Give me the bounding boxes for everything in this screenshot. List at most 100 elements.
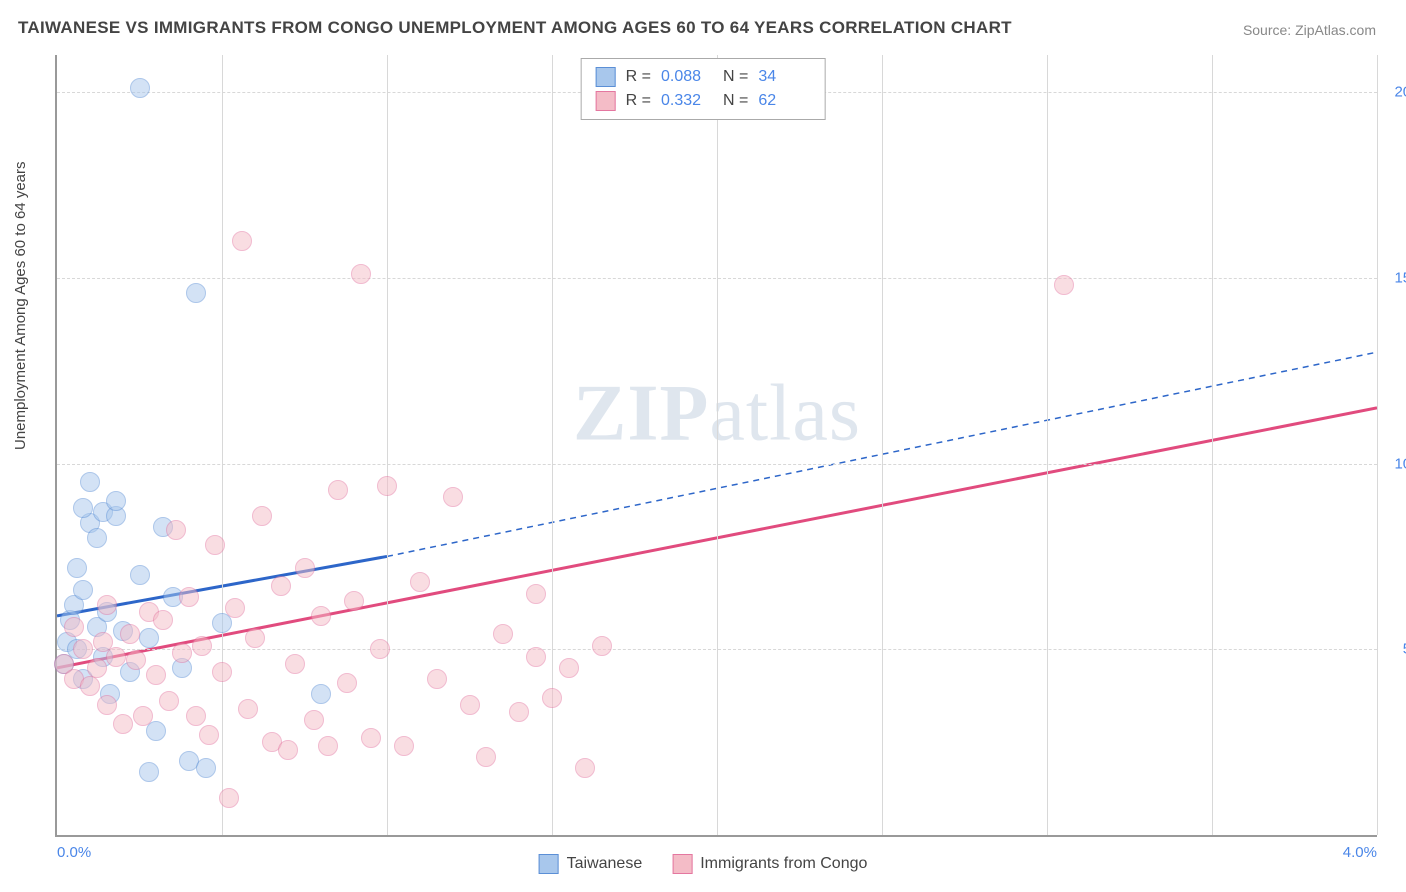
scatter-point: [67, 558, 87, 578]
series-legend-item: Immigrants from Congo: [672, 854, 867, 874]
scatter-point: [186, 283, 206, 303]
scatter-point: [377, 476, 397, 496]
n-label: N =: [723, 89, 748, 113]
series-legend: Taiwanese Immigrants from Congo: [539, 854, 868, 874]
scatter-point: [410, 572, 430, 592]
scatter-point: [73, 498, 93, 518]
scatter-point: [592, 636, 612, 656]
scatter-point: [427, 669, 447, 689]
scatter-point: [370, 639, 390, 659]
scatter-point: [133, 706, 153, 726]
scatter-point: [476, 747, 496, 767]
scatter-point: [575, 758, 595, 778]
scatter-point: [318, 736, 338, 756]
scatter-point: [304, 710, 324, 730]
scatter-point: [113, 714, 133, 734]
scatter-point: [232, 231, 252, 251]
x-tick-label: 4.0%: [1343, 844, 1377, 861]
plot-area: ZIPatlas 5.0%10.0%15.0%20.0%0.0%4.0%: [55, 55, 1377, 837]
legend-label: Immigrants from Congo: [700, 855, 867, 873]
scatter-point: [130, 565, 150, 585]
scatter-point: [130, 78, 150, 98]
r-value: 0.088: [661, 65, 713, 89]
gridline-v: [717, 55, 718, 835]
gridline-v: [222, 55, 223, 835]
scatter-point: [311, 684, 331, 704]
scatter-point: [493, 624, 513, 644]
scatter-point: [252, 506, 272, 526]
scatter-point: [159, 691, 179, 711]
scatter-point: [186, 706, 206, 726]
y-tick-label: 10.0%: [1382, 455, 1406, 472]
y-tick-label: 5.0%: [1382, 641, 1406, 658]
chart-title: TAIWANESE VS IMMIGRANTS FROM CONGO UNEMP…: [18, 18, 1012, 38]
scatter-point: [80, 676, 100, 696]
legend-row: R =0.088N =34: [596, 65, 811, 89]
source-label: Source: ZipAtlas.com: [1243, 22, 1376, 38]
scatter-point: [337, 673, 357, 693]
scatter-point: [73, 580, 93, 600]
y-tick-label: 20.0%: [1382, 84, 1406, 101]
scatter-point: [73, 639, 93, 659]
scatter-point: [97, 695, 117, 715]
scatter-point: [285, 654, 305, 674]
y-tick-label: 15.0%: [1382, 269, 1406, 286]
y-axis-label: Unemployment Among Ages 60 to 64 years: [12, 161, 29, 450]
gridline-v: [1212, 55, 1213, 835]
scatter-point: [146, 665, 166, 685]
scatter-point: [166, 520, 186, 540]
scatter-point: [394, 736, 414, 756]
gridline-v: [882, 55, 883, 835]
scatter-point: [179, 587, 199, 607]
scatter-point: [526, 584, 546, 604]
scatter-point: [80, 472, 100, 492]
r-value: 0.332: [661, 89, 713, 113]
scatter-point: [443, 487, 463, 507]
scatter-point: [120, 624, 140, 644]
scatter-point: [1054, 275, 1074, 295]
gridline-v: [1377, 55, 1378, 835]
scatter-point: [192, 636, 212, 656]
legend-swatch: [672, 854, 692, 874]
scatter-point: [126, 650, 146, 670]
scatter-point: [196, 758, 216, 778]
scatter-point: [106, 491, 126, 511]
x-tick-label: 0.0%: [57, 844, 91, 861]
scatter-point: [146, 721, 166, 741]
scatter-point: [361, 728, 381, 748]
scatter-point: [87, 528, 107, 548]
legend-row: R =0.332N =62: [596, 89, 811, 113]
scatter-point: [295, 558, 315, 578]
legend-swatch: [539, 854, 559, 874]
scatter-point: [509, 702, 529, 722]
scatter-point: [64, 617, 84, 637]
scatter-point: [97, 595, 117, 615]
series-legend-item: Taiwanese: [539, 854, 643, 874]
scatter-point: [205, 535, 225, 555]
scatter-point: [351, 264, 371, 284]
scatter-point: [139, 628, 159, 648]
scatter-point: [526, 647, 546, 667]
legend-swatch: [596, 91, 616, 111]
gridline-v: [387, 55, 388, 835]
scatter-point: [199, 725, 219, 745]
r-label: R =: [626, 89, 651, 113]
chart-container: TAIWANESE VS IMMIGRANTS FROM CONGO UNEMP…: [0, 0, 1406, 892]
scatter-point: [153, 610, 173, 630]
scatter-point: [106, 647, 126, 667]
scatter-point: [460, 695, 480, 715]
r-label: R =: [626, 65, 651, 89]
scatter-point: [344, 591, 364, 611]
n-value: 34: [758, 65, 810, 89]
scatter-point: [238, 699, 258, 719]
gridline-v: [1047, 55, 1048, 835]
scatter-point: [559, 658, 579, 678]
scatter-point: [328, 480, 348, 500]
scatter-point: [278, 740, 298, 760]
scatter-point: [542, 688, 562, 708]
legend-label: Taiwanese: [567, 855, 643, 873]
scatter-point: [172, 643, 192, 663]
gridline-v: [552, 55, 553, 835]
legend-swatch: [596, 67, 616, 87]
scatter-point: [212, 662, 232, 682]
